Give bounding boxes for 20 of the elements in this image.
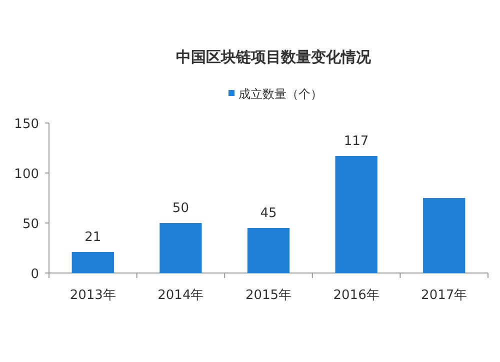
bar xyxy=(247,228,290,273)
data-label: 117 xyxy=(344,134,369,149)
y-tick-label: 0 xyxy=(30,267,39,282)
bar xyxy=(423,198,466,273)
data-label: 45 xyxy=(260,206,277,221)
legend-label: 成立数量（个） xyxy=(238,87,322,101)
x-tick-label: 2014年 xyxy=(158,288,204,303)
x-tick-label: 2013年 xyxy=(70,288,116,303)
y-tick-label: 100 xyxy=(14,167,39,182)
x-tick-label: 2016年 xyxy=(333,288,380,303)
bar xyxy=(160,223,202,273)
y-tick-label: 50 xyxy=(22,217,39,232)
x-tick-label: 2017年 xyxy=(421,288,468,303)
bar xyxy=(335,156,378,273)
chart-title: 中国区块链项目数量变化情况 xyxy=(176,48,372,66)
y-tick-label: 150 xyxy=(14,117,39,132)
data-label: 21 xyxy=(84,230,102,245)
data-label: 50 xyxy=(172,201,189,216)
x-tick-label: 2015年 xyxy=(245,288,292,303)
bar xyxy=(72,252,114,273)
